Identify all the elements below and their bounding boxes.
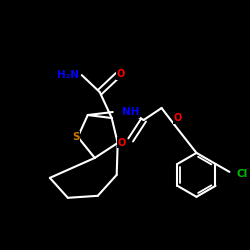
Text: O: O [118,138,126,148]
Text: NH: NH [122,107,139,117]
Text: Cl: Cl [236,169,248,179]
Text: O: O [116,69,125,79]
Text: H₂N: H₂N [57,70,79,80]
Text: O: O [174,113,182,123]
Text: S: S [72,132,80,142]
